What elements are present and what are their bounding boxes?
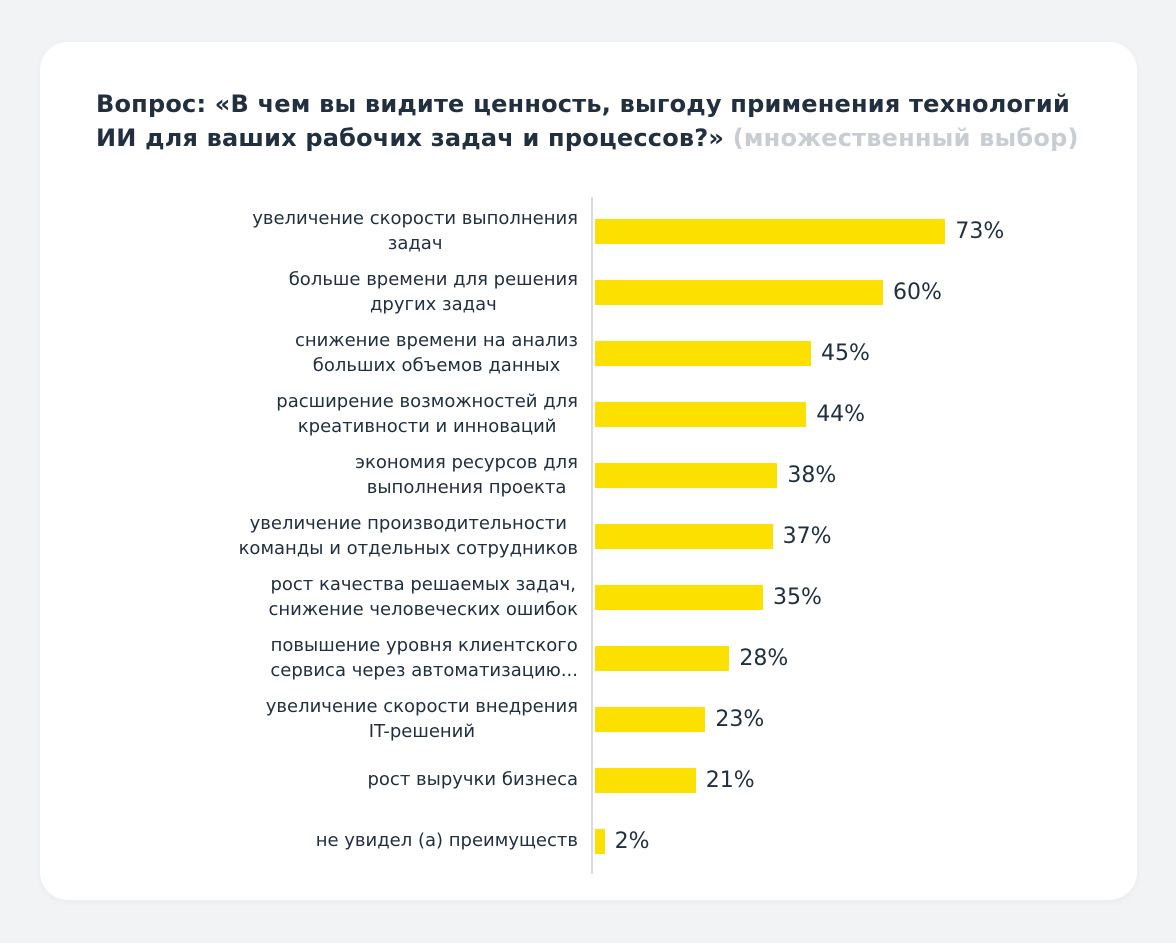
value-label: 45% [821,341,870,367]
bar-area: 60% [592,280,1081,306]
category-label: больше времени для решения других задач [288,268,578,315]
value-bar [595,646,730,672]
category-label-cell: экономия ресурсов для выполнения проекта [96,451,592,501]
category-label: не увидел (а) преимуществ [315,830,578,852]
page-title: Вопрос: «В чем вы видите ценность, выгод… [96,88,1081,155]
chart-row: снижение времени на анализ больших объем… [96,323,1081,384]
bar-area: 73% [592,219,1081,245]
chart-row: экономия ресурсов для выполнения проекта… [96,445,1081,506]
category-label-cell: расширение возможностей для креативности… [96,390,592,440]
value-label: 60% [893,280,942,306]
category-label-cell: рост выручки бизнеса [96,768,592,793]
chart-row: увеличение скорости внедрения IT-решений… [96,689,1081,750]
chart-row: увеличение производительности команды и … [96,506,1081,567]
category-label-cell: повышение уровня клиентского сервиса чер… [96,634,592,684]
question-note: (множественный выбор) [724,124,1079,152]
value-bar [595,829,605,855]
bar-area: 38% [592,463,1081,489]
category-label: увеличение скорости выполнения задач [252,207,578,254]
value-bar [595,280,883,306]
bar-area: 2% [592,829,1081,855]
chart-row: расширение возможностей для креативности… [96,384,1081,445]
chart-row: рост качества решаемых задач, снижение ч… [96,567,1081,628]
category-label-cell: рост качества решаемых задач, снижение ч… [96,573,592,623]
value-label: 35% [773,585,822,611]
category-label: экономия ресурсов для выполнения проекта [355,451,578,498]
value-bar [595,341,811,367]
bar-area: 44% [592,402,1081,428]
category-label: расширение возможностей для креативности… [276,390,578,437]
value-bar [595,707,706,733]
category-label-cell: увеличение производительности команды и … [96,512,592,562]
chart-row: рост выручки бизнеса 21% [96,750,1081,811]
value-bar [595,768,696,794]
bar-chart: увеличение скорости выполнения задач 73% б… [96,197,1081,875]
y-axis-line [591,197,593,875]
value-bar [595,585,763,611]
category-label-cell: не увидел (а) преимуществ [96,829,592,854]
bar-area: 45% [592,341,1081,367]
value-bar [595,219,946,245]
value-bar [595,463,778,489]
category-label-cell: увеличение скорости внедрения IT-решений [96,695,592,745]
value-label: 23% [715,707,765,733]
category-label: повышение уровня клиентского сервиса чер… [270,634,578,681]
category-label-cell: снижение времени на анализ больших объем… [96,329,592,379]
bar-area: 35% [592,585,1081,611]
bar-area: 23% [592,707,1081,733]
category-label: рост качества решаемых задач, снижение ч… [268,573,578,620]
bar-area: 21% [592,768,1081,794]
chart-row: больше времени для решения других задач 6… [96,262,1081,323]
value-label: 2% [614,829,650,855]
chart-row: не увидел (а) преимуществ 2% [96,811,1081,872]
value-bar [595,524,773,550]
value-label: 44% [816,402,866,428]
chart-row: увеличение скорости выполнения задач 73% [96,201,1081,262]
value-label: 73% [955,219,1005,245]
value-label: 38% [787,463,837,489]
category-label-cell: увеличение скорости выполнения задач [96,207,592,257]
chart-card: Вопрос: «В чем вы видите ценность, выгод… [40,42,1137,900]
bar-area: 37% [592,524,1081,550]
question-note-text: (множественный выбор) [732,123,1079,152]
value-bar [595,402,807,428]
category-label: увеличение производительности команды и … [238,512,578,559]
category-label: снижение времени на анализ больших объем… [295,329,578,376]
category-label: рост выручки бизнеса [367,769,578,791]
value-label: 28% [739,646,789,672]
chart-rows: увеличение скорости выполнения задач 73% б… [96,201,1081,872]
chart-row: повышение уровня клиентского сервиса чер… [96,628,1081,689]
value-label: 37% [782,524,832,550]
category-label-cell: больше времени для решения других задач [96,268,592,318]
question-text: Вопрос: «В чем вы видите ценность, выгод… [96,90,1070,152]
bar-area: 28% [592,646,1081,672]
category-label: увеличение скорости внедрения IT-решений [265,695,578,742]
value-label: 21% [705,768,755,794]
